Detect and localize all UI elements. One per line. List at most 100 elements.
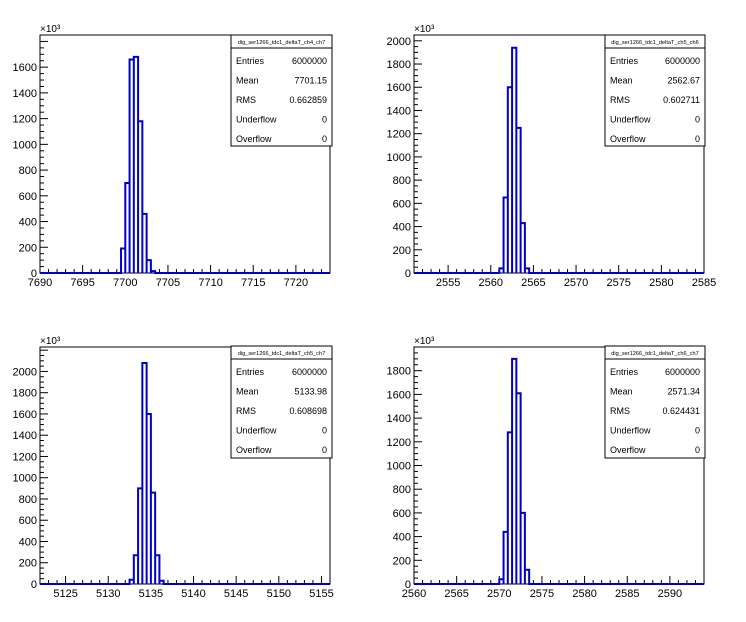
stats-value: 0	[695, 115, 700, 125]
stats-label: Underflow	[610, 115, 651, 125]
stats-value: 0.662859	[289, 95, 327, 105]
x-tick-label: 7705	[156, 277, 180, 289]
x-tick-label: 5125	[53, 588, 77, 600]
stats-label: Entries	[236, 56, 265, 66]
y-tick-label: 1800	[387, 59, 411, 71]
y-tick-label: 1800	[387, 366, 411, 378]
histogram-line	[40, 55, 330, 274]
y-tick-label: 0	[31, 268, 37, 280]
stats-box: dig_ser1266_tdc1_deltaT_ch4_ch7 Entries 60…	[230, 34, 333, 147]
histogram-panel-3: ×10³ 0 200 400 600 800 1000 1200 1400 1600 1800 200…	[13, 336, 334, 600]
stats-label: Underflow	[610, 426, 651, 436]
histogram-panel-1: ×10³ 0 200 400 600 800 1000 1200 1400 1600 7690 769…	[13, 24, 333, 289]
x-tick-label: 2585	[692, 277, 716, 289]
stats-label: Underflow	[236, 426, 277, 436]
stats-value: 6000000	[665, 367, 700, 377]
stats-label: Entries	[610, 367, 639, 377]
stats-value: 6000000	[665, 56, 700, 66]
y-tick-label: 1200	[13, 114, 37, 126]
stats-label: Entries	[236, 367, 265, 377]
stats-label: Entries	[610, 56, 639, 66]
y-tick-label: 2000	[387, 36, 411, 48]
x-tick-label: 2570	[487, 588, 511, 600]
stats-label: Mean	[236, 387, 259, 397]
x-tick-label: 2580	[572, 588, 596, 600]
y-tick-label: 800	[19, 165, 37, 177]
stats-box: dig_ser1266_tdc1_deltaT_ch5_ch6 Entries 60…	[604, 34, 706, 147]
x-tick-label: 7700	[113, 277, 137, 289]
y-tick-label: 1800	[13, 388, 37, 400]
stats-value: 7701.15	[294, 76, 327, 86]
x-tick-label: 2585	[615, 588, 639, 600]
stats-title: dig_ser1266_tdc1_deltaT_ch5_ch6	[611, 40, 698, 46]
y-tick-label: 1200	[13, 451, 37, 463]
y-tick-label: 400	[19, 536, 37, 548]
stats-value: 0.608698	[289, 406, 327, 416]
stats-value: 0	[322, 134, 327, 144]
x-tick-label: 2575	[606, 277, 630, 289]
x-tick-label: 2580	[649, 277, 673, 289]
y-tick-label: 1600	[13, 409, 37, 421]
stats-value: 6000000	[292, 367, 327, 377]
stats-label: Overflow	[236, 134, 272, 144]
x-tick-label: 7710	[198, 277, 222, 289]
stats-value: 0	[695, 134, 700, 144]
x-tick-label: 7720	[284, 277, 308, 289]
stats-value: 0	[695, 426, 700, 436]
stats-box: dig_ser1266_tdc1_deltaT_ch6_ch7 Entries 60…	[604, 345, 706, 459]
y-tick-label: 400	[393, 532, 411, 544]
stats-box-frame	[230, 34, 333, 147]
y-tick-label: 1600	[387, 82, 411, 94]
y-tick-label: 400	[19, 217, 37, 229]
y-tick-label: 1000	[13, 139, 37, 151]
y-tick-label: 600	[19, 515, 37, 527]
y-tick-label: 0	[31, 579, 37, 591]
x-tick-label: 2565	[521, 277, 545, 289]
x-tick-label: 5140	[181, 588, 205, 600]
stats-value: 0	[695, 445, 700, 455]
x-tick-label: 7695	[70, 277, 94, 289]
stats-value: 0	[322, 445, 327, 455]
histogram-panel-2: ×10³ 0 200 400 600 800 1000 1200 1400 1600 1800 200…	[387, 24, 717, 289]
stats-label: RMS	[610, 95, 630, 105]
x-tick-label: 2590	[658, 588, 682, 600]
stats-label: Overflow	[610, 134, 646, 144]
stats-value: 0	[322, 115, 327, 125]
y-exponent-label: ×10³	[414, 24, 435, 35]
stats-label: Mean	[610, 76, 633, 86]
y-tick-label: 1400	[13, 88, 37, 100]
y-exponent-label: ×10³	[414, 336, 435, 347]
y-tick-label: 600	[19, 191, 37, 203]
y-tick-label: 1400	[387, 413, 411, 425]
x-tick-label: 2575	[530, 588, 554, 600]
y-exponent-label: ×10³	[40, 24, 61, 35]
y-tick-label: 1000	[13, 473, 37, 485]
stats-box-frame	[604, 34, 706, 147]
stats-value: 5133.98	[294, 387, 327, 397]
stats-label: RMS	[236, 406, 256, 416]
y-tick-label: 0	[405, 579, 411, 591]
stats-label: Overflow	[236, 445, 272, 455]
x-tick-label: 5155	[309, 588, 333, 600]
y-tick-label: 1000	[387, 152, 411, 164]
stats-box: dig_ser1266_tdc1_deltaT_ch5_ch7 Entries 60…	[230, 345, 333, 459]
x-tick-label: 5145	[224, 588, 248, 600]
y-tick-label: 400	[393, 222, 411, 234]
y-tick-label: 800	[393, 484, 411, 496]
x-tick-label: 7715	[241, 277, 265, 289]
y-tick-label: 1600	[387, 389, 411, 401]
y-tick-label: 1400	[387, 105, 411, 117]
y-tick-label: 1200	[387, 437, 411, 449]
y-tick-label: 200	[393, 555, 411, 567]
y-tick-label: 0	[405, 268, 411, 280]
x-tick-label: 5135	[139, 588, 163, 600]
histogram-line	[414, 357, 704, 585]
y-tick-label: 2000	[13, 366, 37, 378]
y-exponent-label: ×10³	[40, 336, 61, 347]
stats-label: RMS	[236, 95, 256, 105]
y-tick-label: 200	[19, 558, 37, 570]
x-tick-label: 5150	[267, 588, 291, 600]
x-tick-label: 2555	[436, 277, 460, 289]
x-tick-label: 7690	[28, 277, 52, 289]
